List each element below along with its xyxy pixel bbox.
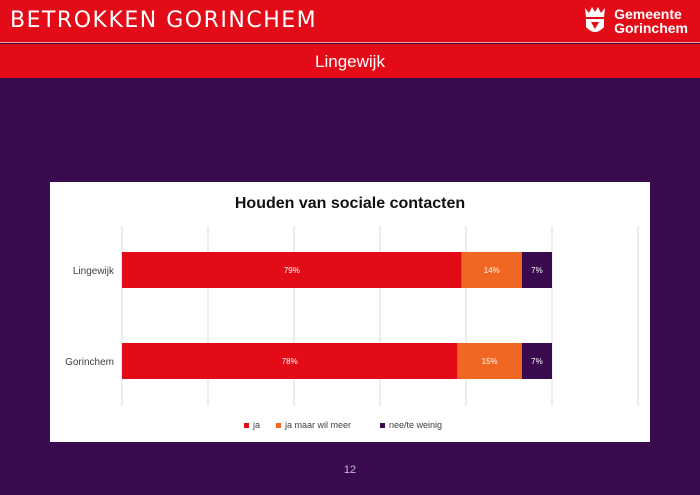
bar-segment xyxy=(122,252,462,288)
data-label: 14% xyxy=(484,266,500,275)
page-subtitle: Lingewijk xyxy=(315,52,385,71)
crown-lion-icon xyxy=(585,7,606,32)
app-title: BETROKKEN GORINCHEM xyxy=(10,8,318,33)
bar-segment xyxy=(521,252,552,288)
bar-segment xyxy=(457,343,522,379)
legend-label: ja xyxy=(252,420,260,430)
category-label: Gorinchem xyxy=(65,357,114,368)
data-label: 15% xyxy=(482,357,498,366)
legend-swatch xyxy=(380,423,385,428)
data-label: 7% xyxy=(531,357,543,366)
subtitle-bar: Lingewijk xyxy=(0,44,700,78)
legend-label: ja maar wil meer xyxy=(284,420,351,430)
chart-panel: Houden van sociale contacten Lingewijk 79%… xyxy=(50,182,650,442)
bar-segment xyxy=(521,343,552,379)
logo-line-2: Gorinchem xyxy=(614,20,688,36)
stacked-bar-chart: Houden van sociale contacten Lingewijk 79%… xyxy=(65,195,639,430)
data-label: 78% xyxy=(282,357,298,366)
bar-segment xyxy=(122,343,458,379)
page-number: 12 xyxy=(343,464,357,476)
chart-title: Houden van sociale contacten xyxy=(235,195,465,212)
header-bar: BETROKKEN GORINCHEM Gemeente Gorinchem xyxy=(0,0,700,43)
category-label: Lingewijk xyxy=(73,266,115,277)
data-label: 7% xyxy=(531,266,543,275)
bar-segment xyxy=(461,252,522,288)
gemeente-logo[interactable]: Gemeente Gorinchem xyxy=(582,4,688,38)
legend-swatch xyxy=(276,423,281,428)
data-label: 79% xyxy=(284,266,300,275)
logo-line-1: Gemeente xyxy=(614,6,682,22)
legend-label: nee/te weinig xyxy=(389,420,442,430)
legend-swatch xyxy=(244,423,249,428)
